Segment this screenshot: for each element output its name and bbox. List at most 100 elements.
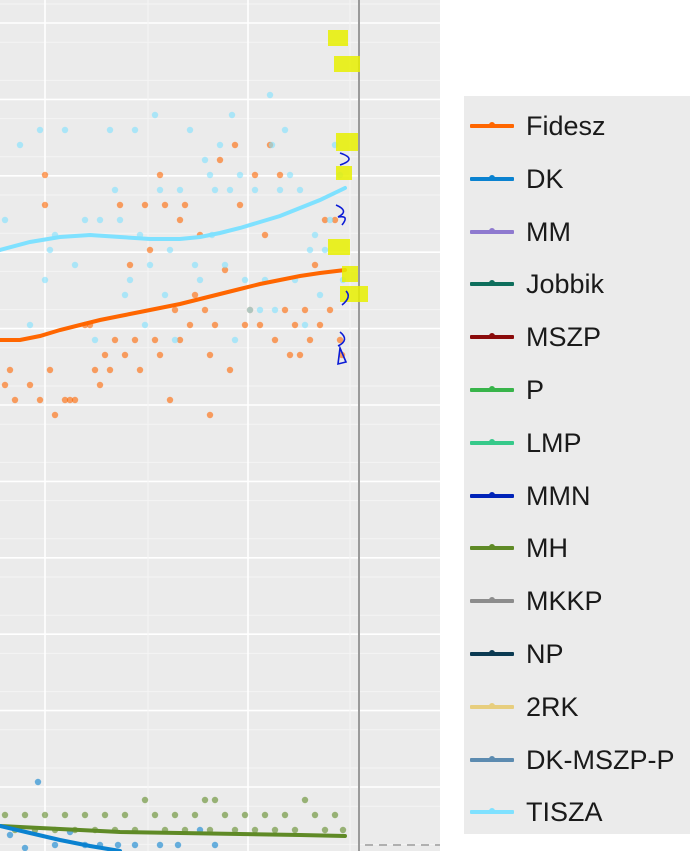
data-point-tisza: [61, 126, 69, 134]
data-point-fidesz: [131, 336, 139, 344]
data-point-tisza: [241, 276, 249, 284]
data-point-fidesz: [296, 351, 304, 359]
data-point-fidesz: [286, 351, 294, 359]
highlight-mark: [328, 239, 350, 255]
grid-lines: [0, 0, 440, 851]
data-point-fidesz: [116, 201, 124, 209]
data-point-tisza: [268, 141, 276, 149]
data-point-fidesz: [216, 156, 224, 164]
data-point-fidesz: [156, 171, 164, 179]
data-point-fidesz: [51, 411, 59, 419]
data-point-tisza: [256, 306, 264, 314]
data-point-dk: [156, 841, 164, 849]
data-point-fidesz: [136, 366, 144, 374]
data-point-fidesz: [111, 336, 119, 344]
data-point-fidesz: [201, 306, 209, 314]
data-point-fidesz: [126, 261, 134, 269]
data-point-mh: [311, 811, 319, 819]
data-point-tisza: [306, 246, 314, 254]
legend-item-mh: MH: [464, 524, 690, 577]
data-point-tisza: [191, 261, 199, 269]
data-point-fidesz: [26, 381, 34, 389]
ink-scribble: [339, 152, 350, 166]
highlight-mark: [342, 266, 358, 282]
data-point-fidesz: [176, 216, 184, 224]
trend-line-mh: [0, 824, 347, 838]
data-point-tisza: [96, 216, 104, 224]
data-point-fidesz: [316, 321, 324, 329]
data-point-tisza: [26, 321, 34, 329]
data-point-tisza: [246, 306, 254, 314]
legend-key: [470, 386, 514, 392]
data-point-fidesz: [336, 336, 344, 344]
chart-marks: [0, 91, 347, 851]
data-point-mh: [61, 811, 69, 819]
data-point-fidesz: [1, 381, 9, 389]
data-point-fidesz: [306, 336, 314, 344]
data-point-fidesz: [71, 396, 79, 404]
legend-item-jobbik: Jobbik: [464, 260, 690, 313]
data-point-fidesz: [96, 381, 104, 389]
legend-label: NP: [526, 639, 564, 669]
data-point-fidesz: [331, 216, 339, 224]
plot-panel: [0, 0, 440, 851]
data-point-tisza: [81, 216, 89, 224]
data-point-tisza: [266, 91, 274, 99]
legend-key: [470, 702, 514, 709]
data-point-fidesz: [176, 336, 184, 344]
legend-key: [470, 174, 514, 181]
legend-item-p: P: [464, 366, 690, 419]
data-point-fidesz: [271, 336, 279, 344]
data-point-tisza: [326, 216, 334, 224]
data-point-mh: [191, 811, 199, 819]
data-point-tisza: [46, 246, 54, 254]
data-point-fidesz: [141, 201, 149, 209]
legend-key: [470, 650, 514, 656]
data-point-fidesz: [171, 306, 179, 314]
ink-scribble: [335, 204, 346, 226]
data-point-tisza: [106, 126, 114, 134]
data-point-fidesz: [41, 171, 49, 179]
data-point-tisza: [151, 111, 159, 119]
data-point-fidesz: [61, 396, 69, 404]
data-point-tisza: [161, 291, 169, 299]
data-point-dk: [174, 841, 182, 849]
legend-label: LMP: [526, 427, 582, 458]
data-point-mh: [81, 811, 89, 819]
data-point-mh: [261, 811, 269, 819]
data-point-fidesz: [261, 231, 269, 239]
data-point-tisza: [211, 186, 219, 194]
legend-key: [470, 544, 514, 551]
data-point-tisza: [276, 186, 284, 194]
data-point-tisza: [116, 216, 124, 224]
legend-label: 2RK: [526, 691, 579, 722]
data-point-fidesz: [281, 306, 289, 314]
data-point-tisza: [216, 141, 224, 149]
data-point-tisza: [251, 186, 259, 194]
legend-key: [470, 227, 514, 234]
data-point-dk: [131, 841, 139, 849]
legend-key: [470, 755, 514, 762]
legend-item-mmn: MMN: [464, 472, 690, 525]
legend-item-dk: DK: [464, 155, 690, 208]
data-point-dk: [6, 831, 14, 839]
data-point-fidesz: [91, 366, 99, 374]
data-point-fidesz: [41, 201, 49, 209]
data-point-fidesz: [156, 351, 164, 359]
legend: Fidesz DK MM Jobbik MSZP P LMP MMN MH MKKP NP 2RK DK…: [464, 96, 690, 834]
data-point-mh: [1, 811, 9, 819]
data-point-fidesz: [46, 366, 54, 374]
legend-label: DK: [526, 163, 564, 194]
data-point-mh: [41, 811, 49, 819]
data-point-fidesz: [211, 321, 219, 329]
data-point-mh: [281, 811, 289, 819]
data-point-mh: [251, 826, 259, 834]
legend-item-mm: MM: [464, 208, 690, 261]
data-point-tisza: [166, 246, 174, 254]
highlight-mark: [340, 286, 368, 302]
annotations: [328, 30, 368, 366]
trend-line-tisza: [0, 186, 347, 252]
data-point-fidesz: [11, 396, 19, 404]
data-point-tisza: [286, 171, 294, 179]
data-point-fidesz: [251, 171, 259, 179]
